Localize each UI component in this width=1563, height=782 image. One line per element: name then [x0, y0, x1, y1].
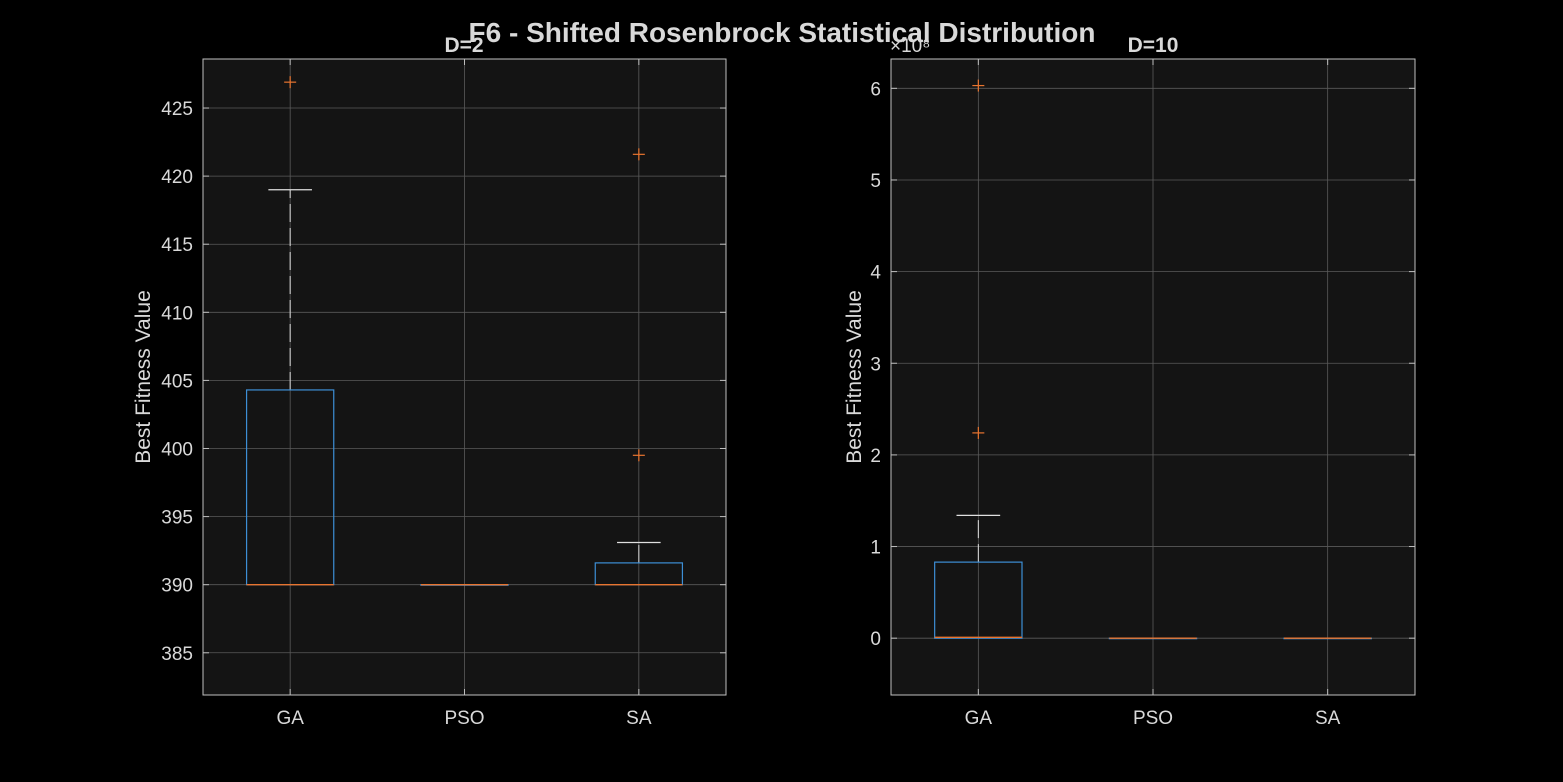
y-tick-label: 405 — [161, 371, 193, 392]
box-pso — [420, 583, 509, 586]
figure-title: F6 - Shifted Rosenbrock Statistical Dist… — [469, 17, 1096, 48]
outlier-marker — [972, 426, 985, 439]
y-tick-label: 420 — [161, 167, 193, 188]
y-tick-label: 6 — [870, 79, 881, 100]
box-ga — [245, 76, 335, 586]
y-tick-label: 2 — [870, 446, 881, 467]
box-iqr — [934, 561, 1023, 639]
x-tick-label: GA — [276, 708, 304, 729]
box-pso — [1108, 637, 1198, 640]
y-tick-label: 4 — [870, 263, 881, 284]
y-tick-label: 400 — [161, 439, 193, 460]
box-sa — [1283, 637, 1372, 640]
axes-frame — [202, 58, 727, 696]
y-tick-label: 395 — [161, 508, 193, 529]
subplot-1: 385 390 395 400 405 410 415 420 425 GA PSO SA D=2 Bes… — [132, 34, 727, 729]
y-tick-label: 3 — [870, 354, 881, 375]
y-tick-label: 0 — [870, 629, 881, 650]
subplot-title: D=2 — [444, 34, 483, 57]
box-ga — [934, 79, 1023, 639]
subplot-2: 0 1 2 3 4 5 6 GA PSO SA D=10 Best Fitness Value ×10⁸ — [843, 34, 1416, 729]
outlier-marker — [284, 76, 297, 89]
y-axis-label: Best Fitness Value — [132, 290, 155, 464]
axes-frame — [890, 58, 1416, 696]
outlier-marker — [972, 79, 985, 92]
y-axis-label: Best Fitness Value — [843, 290, 866, 464]
y-tick-label: 385 — [161, 644, 193, 665]
box-sa — [594, 148, 684, 586]
y-tick-label: 415 — [161, 235, 193, 256]
x-tick-label: SA — [1315, 708, 1341, 729]
x-tick-label: PSO — [1133, 708, 1173, 729]
outlier-marker — [632, 148, 645, 161]
outlier-marker — [632, 449, 645, 462]
y-tick-label: 1 — [870, 538, 881, 559]
y-tick-label: 425 — [161, 99, 193, 120]
y-tick-label: 390 — [161, 576, 193, 597]
y-exponent-label: ×10⁸ — [890, 36, 930, 57]
x-tick-label: SA — [626, 708, 652, 729]
y-tick-label: 410 — [161, 303, 193, 324]
x-tick-label: GA — [965, 708, 993, 729]
y-tick-label: 5 — [870, 171, 881, 192]
subplot-title: D=10 — [1128, 34, 1179, 57]
x-tick-label: PSO — [444, 708, 484, 729]
